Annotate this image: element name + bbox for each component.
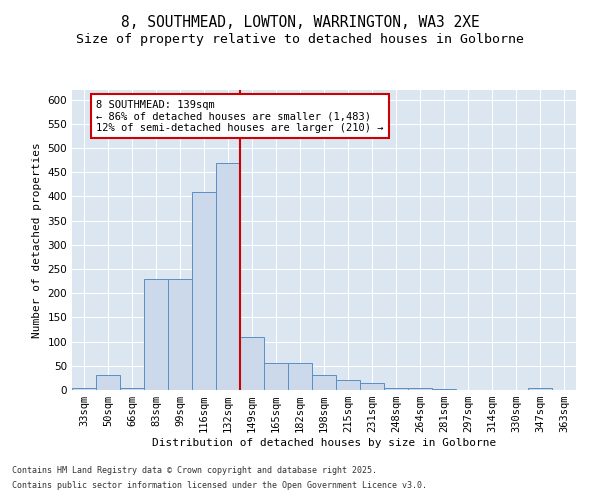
Bar [96, 376, 120, 390]
Bar [72, 388, 96, 390]
Y-axis label: Number of detached properties: Number of detached properties [32, 142, 42, 338]
X-axis label: Distribution of detached houses by size in Golborne: Distribution of detached houses by size … [152, 438, 496, 448]
Bar [360, 382, 384, 390]
Bar [120, 388, 144, 390]
Text: Size of property relative to detached houses in Golborne: Size of property relative to detached ho… [76, 32, 524, 46]
Text: 8, SOUTHMEAD, LOWTON, WARRINGTON, WA3 2XE: 8, SOUTHMEAD, LOWTON, WARRINGTON, WA3 2X… [121, 15, 479, 30]
Bar [336, 380, 360, 390]
Text: Contains HM Land Registry data © Crown copyright and database right 2025.: Contains HM Land Registry data © Crown c… [12, 466, 377, 475]
Text: 8 SOUTHMEAD: 139sqm
← 86% of detached houses are smaller (1,483)
12% of semi-det: 8 SOUTHMEAD: 139sqm ← 86% of detached ho… [96, 100, 383, 133]
Bar [192, 192, 216, 390]
Bar [216, 162, 240, 390]
Text: Contains public sector information licensed under the Open Government Licence v3: Contains public sector information licen… [12, 481, 427, 490]
Bar [384, 388, 408, 390]
Bar [528, 388, 552, 390]
Bar [408, 388, 432, 390]
Bar [240, 337, 264, 390]
Bar [168, 278, 192, 390]
Bar [264, 364, 288, 390]
Bar [144, 278, 168, 390]
Bar [288, 364, 312, 390]
Bar [432, 389, 456, 390]
Bar [312, 376, 336, 390]
